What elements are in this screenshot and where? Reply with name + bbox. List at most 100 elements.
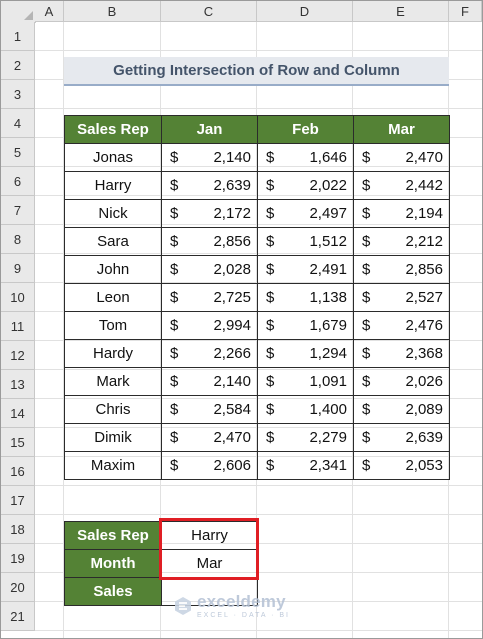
- row-header-6[interactable]: 6: [1, 167, 35, 196]
- mar-sales-cell[interactable]: $2,194: [353, 199, 450, 228]
- row-header-7[interactable]: 7: [1, 196, 35, 225]
- jan-sales-cell[interactable]: $2,856: [161, 227, 258, 256]
- currency-symbol: $: [170, 345, 179, 362]
- feb-sales-cell[interactable]: $1,400: [257, 395, 354, 424]
- row-header-8[interactable]: 8: [1, 225, 35, 254]
- table-row: Maxim $2,606 $2,341 $2,053: [64, 451, 450, 480]
- row-header-14[interactable]: 14: [1, 399, 35, 428]
- row-header-3[interactable]: 3: [1, 80, 35, 109]
- sales-value: 2,725: [213, 289, 251, 306]
- feb-sales-cell[interactable]: $2,497: [257, 199, 354, 228]
- row-header-13[interactable]: 13: [1, 370, 35, 399]
- sales-value: 2,856: [405, 261, 443, 278]
- table-row: Dimik $2,470 $2,279 $2,639: [64, 423, 450, 452]
- jan-sales-cell[interactable]: $2,140: [161, 367, 258, 396]
- row-header-4[interactable]: 4: [1, 109, 35, 138]
- jan-sales-cell[interactable]: $2,140: [161, 143, 258, 172]
- header-sales-rep[interactable]: Sales Rep: [64, 115, 162, 144]
- column-header-b[interactable]: B: [64, 1, 161, 22]
- lookup-month-label[interactable]: Month: [64, 549, 162, 578]
- feb-sales-cell[interactable]: $1,138: [257, 283, 354, 312]
- header-mar[interactable]: Mar: [353, 115, 450, 144]
- feb-sales-cell[interactable]: $1,679: [257, 311, 354, 340]
- sales-value: 2,639: [405, 429, 443, 446]
- jan-sales-cell[interactable]: $2,606: [161, 451, 258, 480]
- mar-sales-cell[interactable]: $2,212: [353, 227, 450, 256]
- jan-sales-cell[interactable]: $2,639: [161, 171, 258, 200]
- mar-sales-cell[interactable]: $2,476: [353, 311, 450, 340]
- row-header-9[interactable]: 9: [1, 254, 35, 283]
- sales-rep-cell[interactable]: John: [64, 255, 162, 284]
- column-header-e[interactable]: E: [353, 1, 449, 22]
- jan-sales-cell[interactable]: $2,994: [161, 311, 258, 340]
- sales-rep-cell[interactable]: Dimik: [64, 423, 162, 452]
- mar-sales-cell[interactable]: $2,470: [353, 143, 450, 172]
- jan-sales-cell[interactable]: $2,725: [161, 283, 258, 312]
- row-header-20[interactable]: 20: [1, 573, 35, 602]
- mar-sales-cell[interactable]: $2,053: [353, 451, 450, 480]
- mar-sales-cell[interactable]: $2,026: [353, 367, 450, 396]
- sales-rep-cell[interactable]: Nick: [64, 199, 162, 228]
- sales-rep-cell[interactable]: Maxim: [64, 451, 162, 480]
- sales-rep-cell[interactable]: Leon: [64, 283, 162, 312]
- sales-value: 2,053: [405, 457, 443, 474]
- jan-sales-cell[interactable]: $2,028: [161, 255, 258, 284]
- column-header-a[interactable]: A: [35, 1, 64, 22]
- row-header-16[interactable]: 16: [1, 457, 35, 486]
- mar-sales-cell[interactable]: $2,089: [353, 395, 450, 424]
- header-feb[interactable]: Feb: [257, 115, 354, 144]
- feb-sales-cell[interactable]: $1,091: [257, 367, 354, 396]
- row-header-2[interactable]: 2: [1, 51, 35, 80]
- row-header-15[interactable]: 15: [1, 428, 35, 457]
- sales-rep-cell[interactable]: Sara: [64, 227, 162, 256]
- jan-sales-cell[interactable]: $2,172: [161, 199, 258, 228]
- feb-sales-cell[interactable]: $1,512: [257, 227, 354, 256]
- row-header-21[interactable]: 21: [1, 602, 35, 631]
- mar-sales-cell[interactable]: $2,856: [353, 255, 450, 284]
- sales-rep-cell[interactable]: Jonas: [64, 143, 162, 172]
- row-header-5[interactable]: 5: [1, 138, 35, 167]
- lookup-sales-rep-input[interactable]: Harry: [161, 521, 258, 550]
- currency-symbol: $: [362, 233, 371, 250]
- currency-symbol: $: [266, 401, 275, 418]
- feb-sales-cell[interactable]: $2,279: [257, 423, 354, 452]
- jan-sales-cell[interactable]: $2,266: [161, 339, 258, 368]
- watermark-tagline: EXCEL · DATA · BI: [197, 612, 290, 619]
- lookup-month-input[interactable]: Mar: [161, 549, 258, 578]
- jan-sales-cell[interactable]: $2,470: [161, 423, 258, 452]
- mar-sales-cell[interactable]: $2,527: [353, 283, 450, 312]
- lookup-sales-rep-label[interactable]: Sales Rep: [64, 521, 162, 550]
- currency-symbol: $: [170, 289, 179, 306]
- sales-rep-cell[interactable]: Hardy: [64, 339, 162, 368]
- sales-value: 2,639: [213, 177, 251, 194]
- row-header-19[interactable]: 19: [1, 544, 35, 573]
- row-header-18[interactable]: 18: [1, 515, 35, 544]
- header-jan[interactable]: Jan: [161, 115, 258, 144]
- sales-rep-cell[interactable]: Chris: [64, 395, 162, 424]
- mar-sales-cell[interactable]: $2,368: [353, 339, 450, 368]
- row-header-12[interactable]: 12: [1, 341, 35, 370]
- sales-rep-cell[interactable]: Tom: [64, 311, 162, 340]
- sales-rep-cell[interactable]: Harry: [64, 171, 162, 200]
- gridline-horizontal: [35, 50, 482, 51]
- feb-sales-cell[interactable]: $2,341: [257, 451, 354, 480]
- feb-sales-cell[interactable]: $2,491: [257, 255, 354, 284]
- mar-sales-cell[interactable]: $2,639: [353, 423, 450, 452]
- row-header-10[interactable]: 10: [1, 283, 35, 312]
- mar-sales-cell[interactable]: $2,442: [353, 171, 450, 200]
- jan-sales-cell[interactable]: $2,584: [161, 395, 258, 424]
- feb-sales-cell[interactable]: $1,646: [257, 143, 354, 172]
- row-header-17[interactable]: 17: [1, 486, 35, 515]
- column-header-d[interactable]: D: [257, 1, 353, 22]
- table-row: Harry $2,639 $2,022 $2,442: [64, 171, 450, 200]
- column-header-c[interactable]: C: [161, 1, 257, 22]
- sales-rep-cell[interactable]: Mark: [64, 367, 162, 396]
- row-header-1[interactable]: 1: [1, 22, 35, 51]
- select-all-corner[interactable]: [1, 1, 36, 23]
- column-header-f[interactable]: F: [449, 1, 482, 22]
- row-header-11[interactable]: 11: [1, 312, 35, 341]
- feb-sales-cell[interactable]: $1,294: [257, 339, 354, 368]
- lookup-sales-label[interactable]: Sales: [64, 577, 162, 606]
- sheet-title[interactable]: Getting Intersection of Row and Column: [64, 57, 449, 86]
- feb-sales-cell[interactable]: $2,022: [257, 171, 354, 200]
